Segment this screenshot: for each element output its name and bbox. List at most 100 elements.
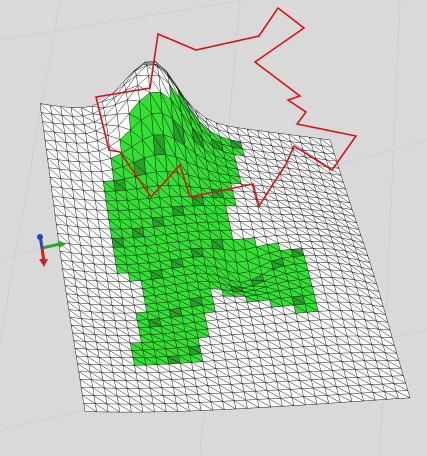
mesh-edge: [286, 160, 297, 163]
mesh-edge: [252, 280, 264, 287]
mesh-edge: [190, 248, 204, 257]
mesh-edge: [209, 393, 212, 402]
mesh-edge: [257, 349, 261, 358]
mesh-edge: [176, 231, 188, 234]
mesh-edge: [246, 206, 260, 215]
mesh-edge: [312, 248, 316, 256]
mesh-edge: [269, 172, 283, 181]
mesh-edge: [338, 301, 353, 311]
mesh-edge: [350, 233, 364, 243]
mesh-edge: [73, 270, 76, 279]
mesh-edge: [261, 316, 276, 324]
mesh-edge: [269, 138, 283, 148]
mesh-edge: [353, 360, 367, 370]
mesh-edge: [317, 228, 321, 236]
mesh-edge: [150, 271, 153, 280]
mesh-edge: [205, 265, 208, 274]
mesh-edge: [292, 347, 306, 356]
mesh-edge: [243, 291, 246, 297]
mesh-edge: [232, 190, 246, 200]
mesh-edge: [324, 216, 336, 220]
mesh-edge: [125, 320, 139, 328]
mesh-edge: [140, 395, 154, 405]
mesh-edge: [127, 328, 130, 336]
mesh-edge: [250, 143, 262, 145]
mesh-edge: [326, 192, 340, 202]
mesh-edge: [265, 332, 280, 341]
mesh-edge: [332, 370, 335, 379]
mesh-edge: [241, 229, 244, 239]
mesh-edge: [88, 296, 90, 305]
mesh-edge: [331, 319, 334, 328]
mesh-edge: [272, 220, 286, 229]
mesh-edge: [247, 128, 258, 131]
mesh-edge: [228, 132, 241, 142]
green-region-cell: [276, 281, 290, 291]
mesh-edge: [233, 154, 245, 157]
mesh-edge: [275, 323, 289, 332]
mesh-edge: [312, 286, 326, 294]
mesh-edge: [115, 99, 128, 105]
mesh-edge: [168, 185, 171, 197]
mesh-edge: [315, 191, 319, 198]
mesh-edge: [237, 308, 250, 311]
mesh-edge: [56, 223, 69, 235]
mesh-edge: [179, 98, 191, 116]
mesh-edge: [244, 155, 258, 165]
mesh-edge: [113, 180, 116, 192]
mesh-edge: [95, 200, 108, 211]
mesh-edge: [78, 302, 81, 311]
mesh-edge: [184, 145, 187, 162]
mesh-edge: [345, 220, 349, 228]
mesh-edge: [257, 130, 268, 133]
xyz-axes-icon[interactable]: [28, 232, 68, 268]
mesh-edge: [358, 295, 373, 306]
mesh-edge: [307, 163, 318, 166]
mesh-edge: [179, 363, 194, 371]
mesh-edge: [341, 361, 356, 370]
mesh-edge: [232, 290, 244, 293]
mesh-edge: [280, 397, 293, 399]
mesh-edge: [251, 373, 264, 376]
mesh-edge: [186, 281, 198, 284]
mesh-edge: [133, 236, 145, 238]
green-region-cell: [243, 237, 257, 250]
red-boundary-outline[interactable]: [95, 6, 358, 208]
mesh-edge: [77, 294, 90, 305]
mesh-edge: [199, 345, 213, 353]
mesh-edge: [309, 370, 321, 372]
mesh-edge: [113, 98, 116, 105]
mesh-edge: [68, 160, 81, 172]
mesh-edge: [102, 380, 116, 389]
mesh-edge: [378, 328, 391, 331]
mesh-edge: [229, 375, 241, 377]
mesh-edge: [82, 115, 95, 123]
mesh-edge: [124, 178, 137, 189]
mesh-edge: [73, 340, 87, 350]
mesh-edge: [163, 395, 166, 404]
mesh-edge: [113, 178, 125, 181]
mesh-edge: [238, 273, 252, 281]
mesh-edge: [86, 288, 89, 297]
mesh-edge: [118, 342, 132, 351]
mesh-edge: [65, 216, 68, 226]
mesh-edge: [326, 192, 338, 195]
mesh-edge: [161, 267, 173, 271]
mesh-edge: [226, 309, 238, 312]
mesh-edge: [315, 222, 327, 224]
green-region-cell: [133, 158, 146, 177]
mesh-edge: [333, 327, 348, 337]
mesh-edge: [60, 178, 72, 180]
mesh-edge: [167, 73, 170, 84]
mesh-edge: [129, 403, 144, 413]
mesh-edge: [133, 237, 146, 246]
mesh-edge: [290, 249, 294, 257]
mesh-edge: [81, 318, 93, 320]
mesh-edge: [252, 324, 255, 334]
mesh-edge: [199, 402, 213, 411]
green-region-cell: [110, 153, 123, 170]
mesh-edge: [61, 187, 64, 198]
mesh-edge: [79, 161, 92, 172]
